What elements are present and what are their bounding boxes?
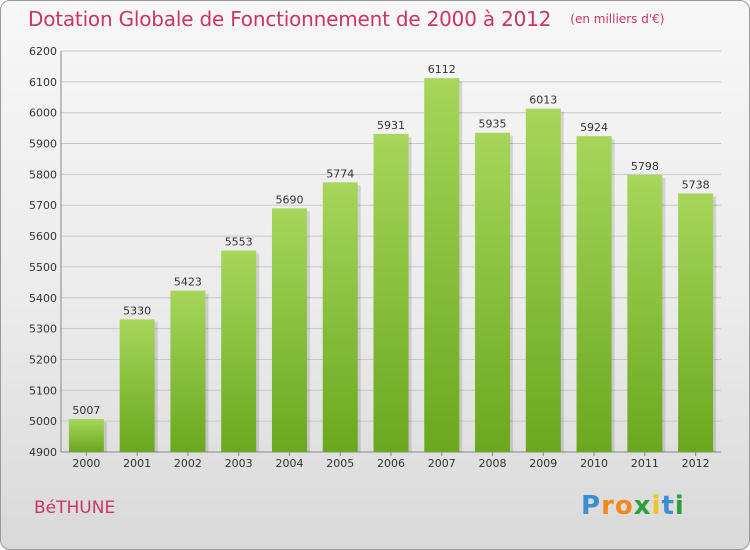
bar	[424, 78, 460, 452]
bar	[322, 182, 358, 453]
logo-letter: i	[674, 491, 685, 521]
x-tick-label: 2000	[72, 457, 100, 470]
x-tick-label: 2006	[377, 457, 405, 470]
bar	[475, 132, 511, 452]
logo-letter: P	[581, 491, 602, 521]
x-tick-label: 2012	[682, 457, 710, 470]
logo-letter: o	[614, 491, 634, 521]
y-tick-label: 5800	[29, 168, 57, 181]
y-tick-label: 5400	[29, 292, 57, 305]
y-tick-label: 5200	[29, 353, 57, 366]
x-tick-label: 2008	[479, 457, 507, 470]
x-tick-label: 2001	[123, 457, 151, 470]
x-tick-label: 2004	[275, 457, 303, 470]
bar	[627, 175, 663, 453]
data-label: 5690	[275, 193, 303, 206]
logo-letter: x	[633, 491, 652, 521]
bar	[271, 208, 307, 452]
chart-title-row: Dotation Globale de Fonctionnement de 20…	[28, 7, 664, 31]
x-tick-label: 2003	[225, 457, 253, 470]
x-tick-label: 2007	[428, 457, 456, 470]
data-label: 5553	[225, 236, 253, 249]
bar	[576, 136, 612, 453]
y-tick-label: 5600	[29, 230, 57, 243]
data-label: 5924	[580, 121, 608, 134]
data-label: 5935	[479, 118, 507, 131]
bar	[119, 319, 155, 452]
x-tick-label: 2010	[580, 457, 608, 470]
x-tick-label: 2011	[631, 457, 659, 470]
data-label: 5007	[72, 404, 100, 417]
y-tick-label: 5900	[29, 138, 57, 151]
proxiti-logo: Proxiti	[581, 491, 685, 521]
y-tick-label: 5500	[29, 261, 57, 274]
data-label: 5423	[174, 276, 202, 289]
y-tick-label: 5000	[29, 415, 57, 428]
bar	[373, 133, 409, 453]
y-tick-label: 6000	[29, 107, 57, 120]
y-tick-label: 5700	[29, 199, 57, 212]
data-label: 5330	[123, 304, 151, 317]
data-label: 5798	[631, 160, 659, 173]
data-label: 5774	[326, 167, 354, 180]
logo-letter: r	[601, 491, 615, 521]
y-tick-label: 5100	[29, 384, 57, 397]
y-tick-label: 4900	[29, 446, 57, 459]
commune-name: BéTHUNE	[34, 498, 116, 518]
x-tick-label: 2005	[326, 457, 354, 470]
x-tick-label: 2002	[174, 457, 202, 470]
chart-subtitle: (en milliers d'€)	[570, 12, 665, 26]
bar	[525, 108, 561, 452]
y-tick-label: 5300	[29, 323, 57, 336]
y-tick-label: 6100	[29, 76, 57, 89]
logo-letter: t	[661, 491, 675, 521]
data-label: 5931	[377, 119, 405, 132]
y-tick-label: 6200	[29, 45, 57, 58]
bar	[68, 418, 104, 452]
bar	[170, 290, 206, 452]
bar	[221, 250, 257, 452]
chart-title: Dotation Globale de Fonctionnement de 20…	[28, 7, 552, 31]
data-label: 5738	[682, 179, 710, 192]
bar	[678, 193, 714, 453]
data-label: 6013	[529, 94, 557, 107]
data-label: 6112	[428, 63, 456, 76]
x-tick-label: 2009	[529, 457, 557, 470]
logo-letter: i	[651, 491, 662, 521]
